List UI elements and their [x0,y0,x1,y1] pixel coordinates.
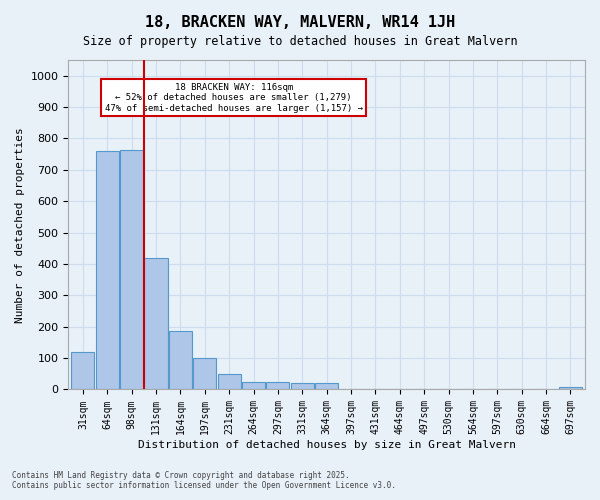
Bar [145,258,167,390]
X-axis label: Distribution of detached houses by size in Great Malvern: Distribution of detached houses by size … [137,440,515,450]
Bar [71,352,94,390]
Bar [218,374,241,390]
Text: Contains HM Land Registry data © Crown copyright and database right 2025.
Contai: Contains HM Land Registry data © Crown c… [12,470,396,490]
Y-axis label: Number of detached properties: Number of detached properties [15,127,25,322]
Bar [266,382,289,390]
Bar [95,151,119,390]
Bar [559,387,582,390]
Bar [193,358,217,390]
Bar [120,150,143,390]
Bar [290,383,314,390]
Bar [169,332,192,390]
Text: Size of property relative to detached houses in Great Malvern: Size of property relative to detached ho… [83,35,517,48]
Bar [242,382,265,390]
Bar [315,383,338,390]
Text: 18, BRACKEN WAY, MALVERN, WR14 1JH: 18, BRACKEN WAY, MALVERN, WR14 1JH [145,15,455,30]
Text: 18 BRACKEN WAY: 116sqm
← 52% of detached houses are smaller (1,279)
47% of semi-: 18 BRACKEN WAY: 116sqm ← 52% of detached… [104,83,362,113]
